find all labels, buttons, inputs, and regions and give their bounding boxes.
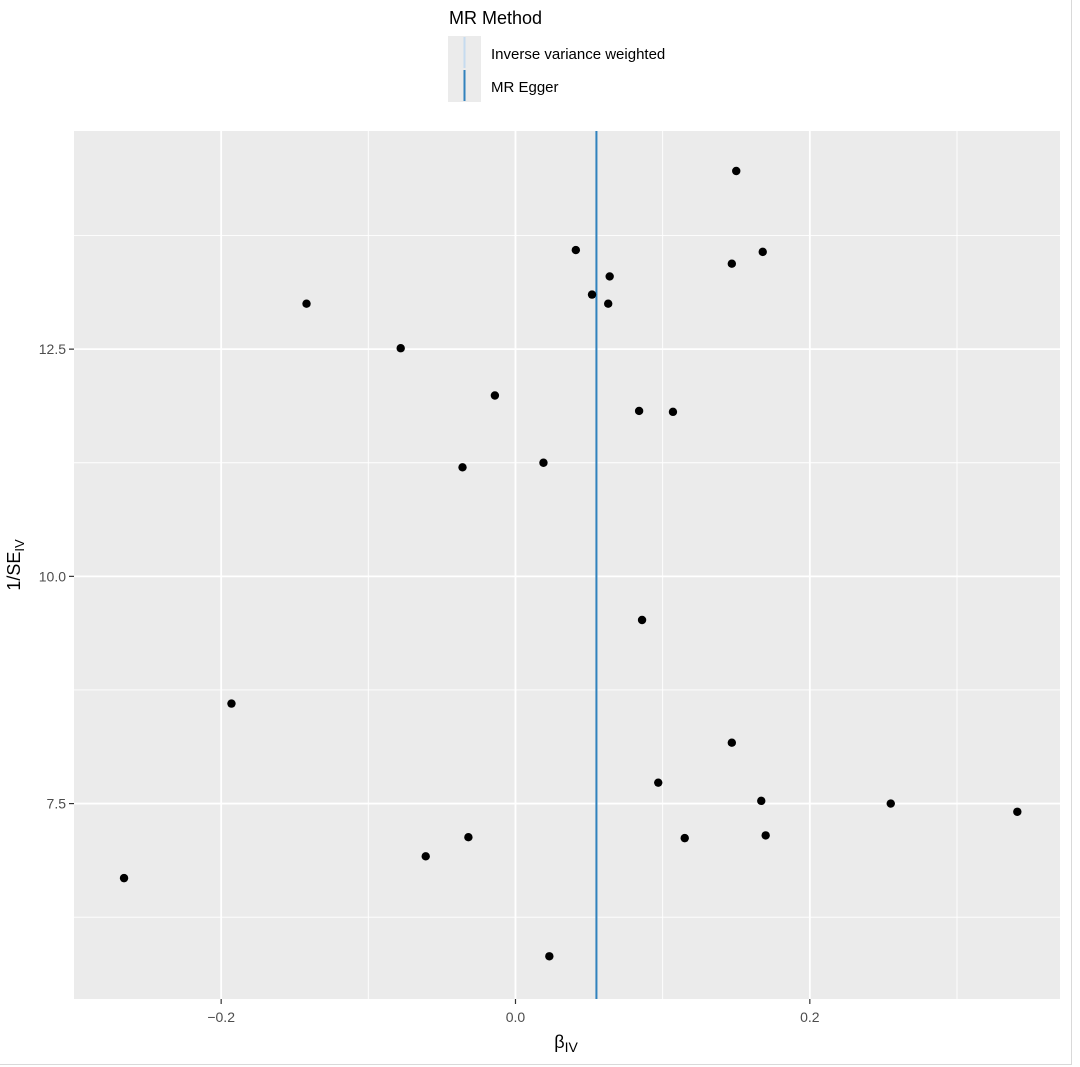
data-point bbox=[464, 833, 473, 842]
major-gridlines bbox=[74, 131, 1060, 999]
x-tick-label: 0.2 bbox=[800, 1009, 820, 1025]
data-point bbox=[539, 458, 548, 467]
data-point bbox=[680, 833, 689, 843]
x-axis-label: βIV bbox=[554, 1032, 578, 1055]
data-point bbox=[761, 831, 770, 840]
legend-label-ivw: Inverse variance weighted bbox=[491, 46, 665, 63]
data-point bbox=[396, 344, 405, 353]
data-point bbox=[604, 299, 613, 308]
data-point bbox=[758, 247, 767, 257]
y-tick-label: 7.5 bbox=[47, 796, 67, 812]
x-axis-ticks: −0.2 0.0 0.2 bbox=[207, 999, 820, 1025]
data-point bbox=[119, 873, 129, 883]
data-point bbox=[727, 259, 737, 268]
data-point bbox=[421, 852, 430, 861]
x-tick-label: −0.2 bbox=[207, 1009, 235, 1025]
y-axis-label-subscript: IV bbox=[12, 539, 27, 552]
legend-title: MR Method bbox=[449, 8, 542, 28]
minor-gridlines bbox=[74, 131, 1060, 999]
y-tick-label: 12.5 bbox=[39, 341, 66, 357]
data-point bbox=[1013, 807, 1022, 816]
x-tick-label: 0.0 bbox=[506, 1009, 526, 1025]
y-axis-ticks: 7.5 10.0 12.5 bbox=[39, 341, 74, 812]
data-point bbox=[545, 952, 554, 961]
data-point bbox=[654, 778, 663, 787]
data-point bbox=[227, 699, 236, 708]
data-point bbox=[458, 463, 467, 472]
y-axis-label-main: 1/SE bbox=[4, 552, 24, 591]
data-point bbox=[634, 406, 644, 416]
y-axis-label: 1/SEIV bbox=[4, 539, 27, 591]
data-point bbox=[727, 738, 737, 747]
data-point bbox=[571, 245, 581, 255]
data-point bbox=[637, 615, 647, 625]
data-point bbox=[668, 407, 678, 417]
data-point bbox=[732, 166, 741, 176]
data-point bbox=[605, 272, 614, 281]
data-point bbox=[302, 299, 311, 308]
data-point bbox=[490, 391, 500, 400]
data-point bbox=[757, 796, 766, 806]
x-axis-label-main: β bbox=[554, 1032, 564, 1052]
data-points bbox=[119, 166, 1022, 961]
plot-panel bbox=[74, 131, 1060, 999]
y-tick-label: 10.0 bbox=[39, 568, 66, 584]
x-axis-label-subscript: IV bbox=[565, 1039, 579, 1055]
legend: MR Method Inverse variance weighted MR E… bbox=[448, 8, 665, 102]
legend-label-mr-egger: MR Egger bbox=[491, 79, 559, 96]
data-point bbox=[587, 290, 597, 299]
data-point bbox=[886, 799, 895, 808]
